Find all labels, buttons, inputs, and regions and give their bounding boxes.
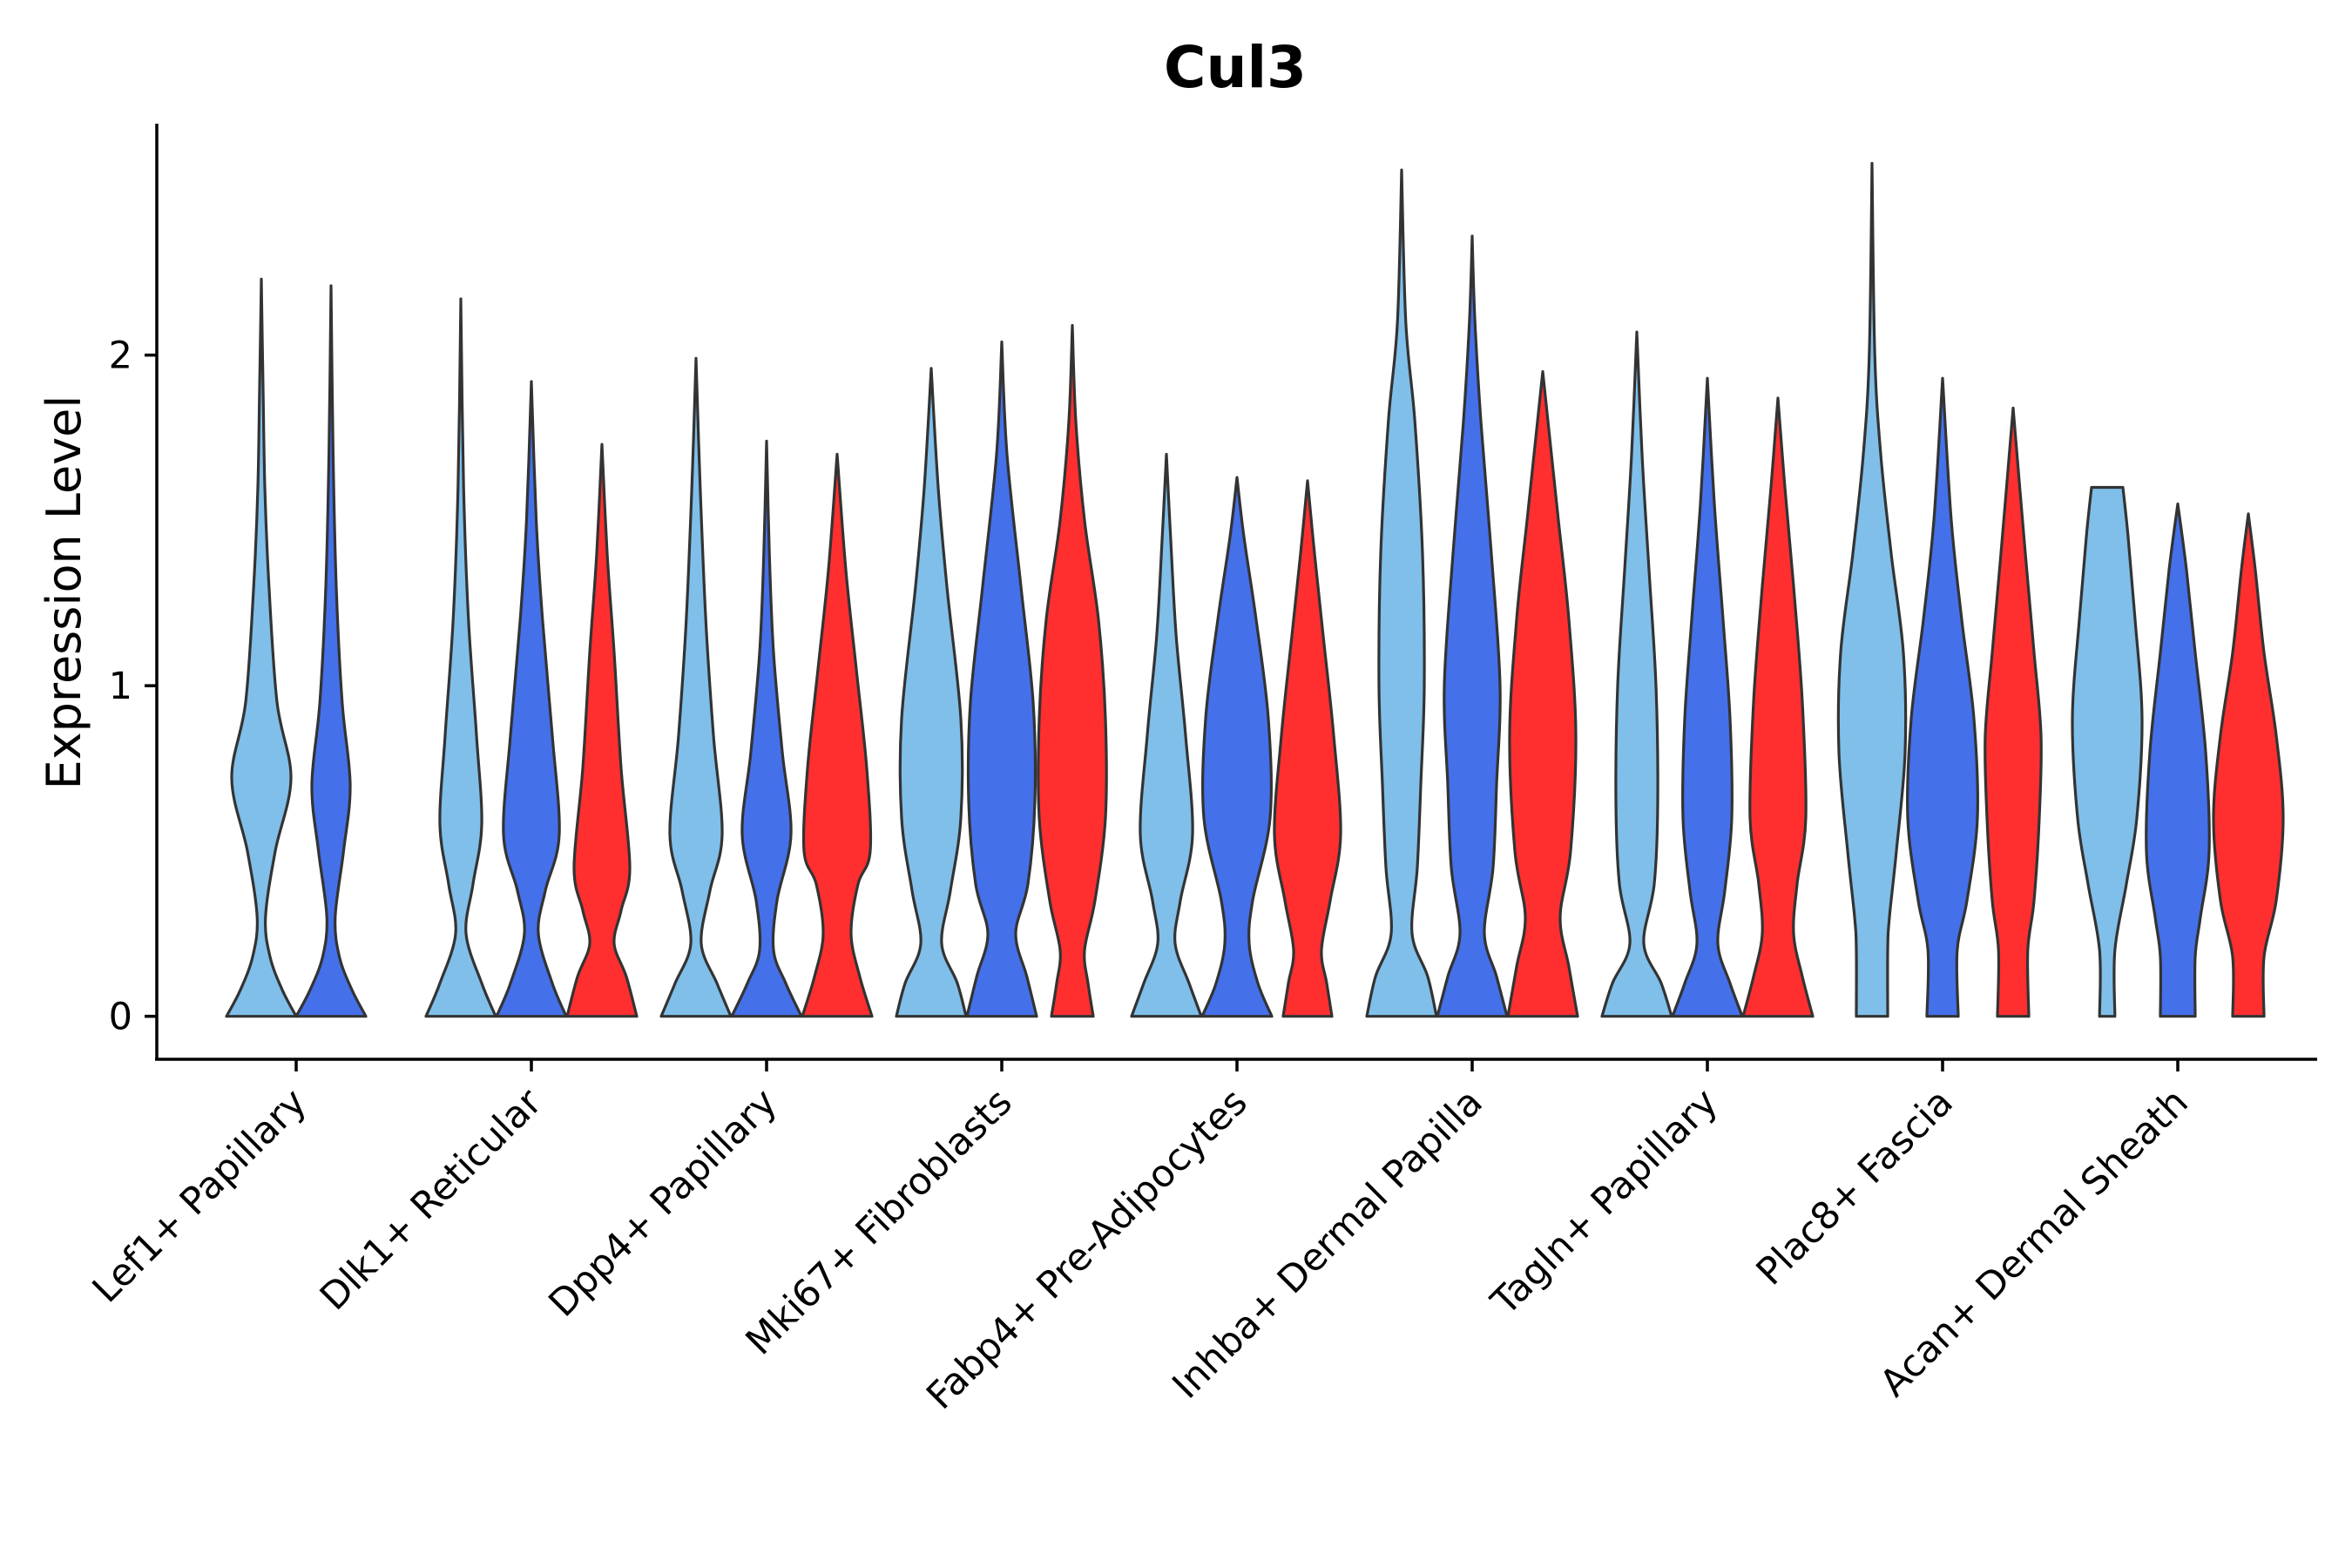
y-tick-label-1: 1 — [109, 665, 132, 708]
y-tick-label-0: 0 — [109, 996, 132, 1039]
x-tick-label-1: Dlk1+ Reticular — [312, 1080, 551, 1319]
violin-2-1 — [730, 439, 803, 1018]
x-tick-label-3: Mki67+ Fibroblasts — [738, 1080, 1021, 1363]
violin-4-2 — [1273, 479, 1342, 1018]
violin-5-0 — [1365, 168, 1438, 1018]
violin-8-0 — [2071, 485, 2144, 1018]
violin-0-0 — [225, 277, 298, 1018]
violin-layer — [225, 161, 2285, 1018]
violin-2-2 — [801, 452, 874, 1018]
violin-1-1 — [495, 380, 568, 1018]
violin-7-1 — [1906, 376, 1979, 1018]
violin-3-1 — [965, 340, 1038, 1018]
x-tick-label-6: Tagln+ Papillary — [1483, 1080, 1727, 1324]
chart-title: Cul3 — [1164, 34, 1307, 101]
violin-3-2 — [1037, 323, 1108, 1018]
violin-4-1 — [1200, 476, 1274, 1018]
violin-3-0 — [895, 367, 968, 1018]
x-tick-label-0: Lef1+ Papillary — [84, 1080, 315, 1311]
violin-8-1 — [2145, 502, 2211, 1018]
violin-4-0 — [1130, 452, 1203, 1018]
violin-0-1 — [294, 284, 368, 1018]
y-ticks: 0 1 2 — [109, 335, 157, 1039]
violin-1-2 — [565, 443, 639, 1018]
violin-7-2 — [1984, 406, 2043, 1018]
violin-1-0 — [424, 297, 497, 1018]
violin-6-0 — [1600, 330, 1673, 1018]
violin-6-1 — [1671, 376, 1744, 1018]
violin-5-1 — [1436, 234, 1509, 1018]
violin-8-2 — [2212, 512, 2285, 1018]
violin-6-2 — [1741, 396, 1815, 1018]
violin-7-0 — [1836, 161, 1908, 1018]
y-axis-label: Expression Level — [37, 395, 91, 790]
y-tick-label-2: 2 — [109, 335, 132, 378]
x-tick-label-7: Plac8+ Fascia — [1748, 1080, 1962, 1294]
x-tick-label-2: Dpp4+ Papillary — [541, 1080, 786, 1325]
violin-2-0 — [659, 356, 733, 1018]
violin-5-2 — [1506, 370, 1579, 1018]
